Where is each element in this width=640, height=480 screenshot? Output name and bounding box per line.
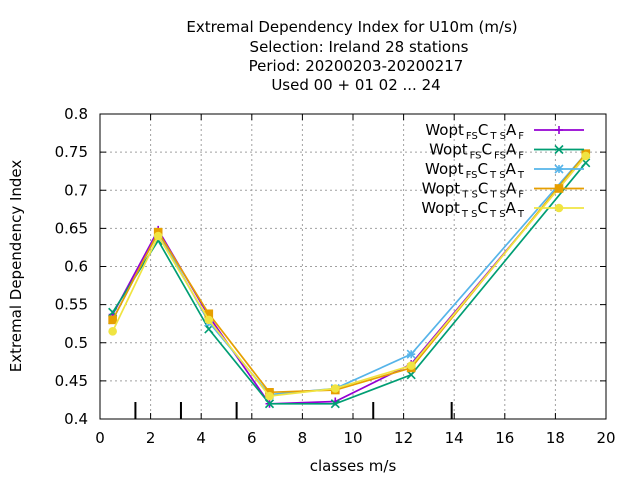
data-point-marker (265, 391, 274, 401)
legend-label-part: FS (470, 151, 482, 162)
title-line-4: Used 00 + 01 02 ... 24 (271, 76, 440, 94)
x-tick-label: 12 (394, 429, 413, 447)
legend-label-part: Wopt (425, 121, 464, 139)
y-tick-label: 0.5 (64, 334, 88, 352)
legend-entry: Wopt T SC T SA F (422, 180, 584, 201)
legend-label-part: Wopt (421, 199, 460, 217)
y-tick-label: 0.55 (55, 296, 88, 314)
y-axis-label: Extremal Dependency Index (7, 160, 25, 373)
legend-label-part: A (506, 199, 517, 217)
data-point-marker (108, 327, 117, 336)
x-tick-label: 10 (343, 429, 362, 447)
legend-label-part: Wopt (429, 141, 468, 159)
legend-label-part: T (517, 209, 525, 220)
data-point-marker (554, 164, 564, 174)
legend-label: Wopt FSC T SA F (425, 121, 524, 142)
legend-label-part: C (478, 160, 488, 178)
y-tick-label: 0.75 (55, 143, 88, 161)
legend-label-part: T S (461, 190, 478, 201)
y-axis-ticks: 0.4 0.45 0.5 0.55 0.6 0.65 0.7 0.75 0.8 (55, 105, 606, 428)
legend-entry: Wopt FSC T SA F (425, 121, 584, 142)
y-tick-label: 0.4 (64, 410, 88, 428)
data-point-marker (264, 399, 275, 409)
y-tick-label: 0.8 (64, 105, 88, 123)
data-point-marker (330, 399, 340, 409)
data-point-marker (581, 151, 591, 161)
y-tick-label: 0.65 (55, 219, 88, 237)
data-point-marker (204, 315, 214, 325)
data-point-marker (554, 144, 564, 155)
legend-label-part: Wopt (422, 180, 461, 198)
legend-label-part: C (482, 141, 492, 159)
legend-label-part: FS (466, 170, 478, 181)
legend-entry: Wopt FSC FSA F (429, 141, 584, 162)
y-tick-label: 0.7 (64, 181, 88, 199)
legend-label-part: F (518, 190, 524, 201)
legend-label-part: T S (489, 170, 506, 181)
x-tick-label: 20 (596, 429, 615, 447)
y-tick-label: 0.45 (55, 372, 88, 390)
title-line-2: Selection: Ireland 28 stations (250, 38, 469, 56)
x-axis-ticks: 0 2 4 6 8 10 12 14 16 18 20 (95, 114, 616, 447)
x-tick-label: 18 (546, 429, 565, 447)
x-tick-label: 6 (247, 429, 257, 447)
title-line-1: Extremal Dependency Index for U10m (m/s) (186, 18, 517, 36)
x-tick-label: 4 (196, 429, 206, 447)
legend-label-part: F (518, 151, 524, 162)
data-point-marker (153, 231, 163, 241)
y-tick-label: 0.6 (64, 258, 88, 276)
x-tick-label: 2 (146, 429, 156, 447)
legend-entry: Wopt FSC T SA T (425, 160, 584, 181)
legend-label-part: Wopt (425, 160, 464, 178)
data-point-marker (554, 184, 564, 193)
legend-label-part: C (478, 121, 488, 139)
class-boundary-ticks (134, 402, 453, 419)
legend-label-part: T S (461, 209, 478, 220)
legend-label-part: A (506, 141, 517, 159)
chart-title: Extremal Dependency Index for U10m (m/s)… (186, 18, 517, 94)
legend-label-part: A (506, 180, 517, 198)
legend-label: Wopt T SC T SA T (421, 199, 525, 220)
legend-label: Wopt T SC T SA F (422, 180, 525, 201)
x-axis-label: classes m/s (310, 457, 397, 475)
legend-label-part: T S (489, 190, 506, 201)
series-layer (108, 149, 591, 409)
legend-label-part: A (506, 121, 517, 139)
legend-label-part: F (518, 131, 524, 142)
legend-label: Wopt FSC FSA F (429, 141, 524, 162)
legend-label-part: FS (494, 151, 506, 162)
title-line-3: Period: 20200203-20200217 (249, 57, 464, 75)
legend-label: Wopt FSC T SA T (425, 160, 525, 181)
legend-label-part: C (478, 180, 488, 198)
series-5 (108, 151, 591, 401)
data-point-marker (406, 361, 416, 370)
data-point-marker (555, 126, 563, 134)
legend-label-part: T S (489, 131, 506, 142)
legend-label-part: C (478, 199, 488, 217)
legend-label-part: A (506, 160, 517, 178)
legend-label-part: T S (489, 209, 506, 220)
data-point-marker (554, 203, 564, 213)
legend-entry: Wopt T SC T SA T (421, 199, 584, 220)
data-point-marker (108, 315, 117, 325)
x-tick-label: 16 (495, 429, 514, 447)
x-tick-label: 14 (445, 429, 464, 447)
data-point-marker (406, 349, 416, 359)
legend-label-part: FS (466, 131, 478, 142)
x-tick-label: 8 (298, 429, 308, 447)
legend-label-part: T (517, 170, 525, 181)
data-point-marker (330, 384, 340, 393)
x-tick-label: 0 (95, 429, 105, 447)
